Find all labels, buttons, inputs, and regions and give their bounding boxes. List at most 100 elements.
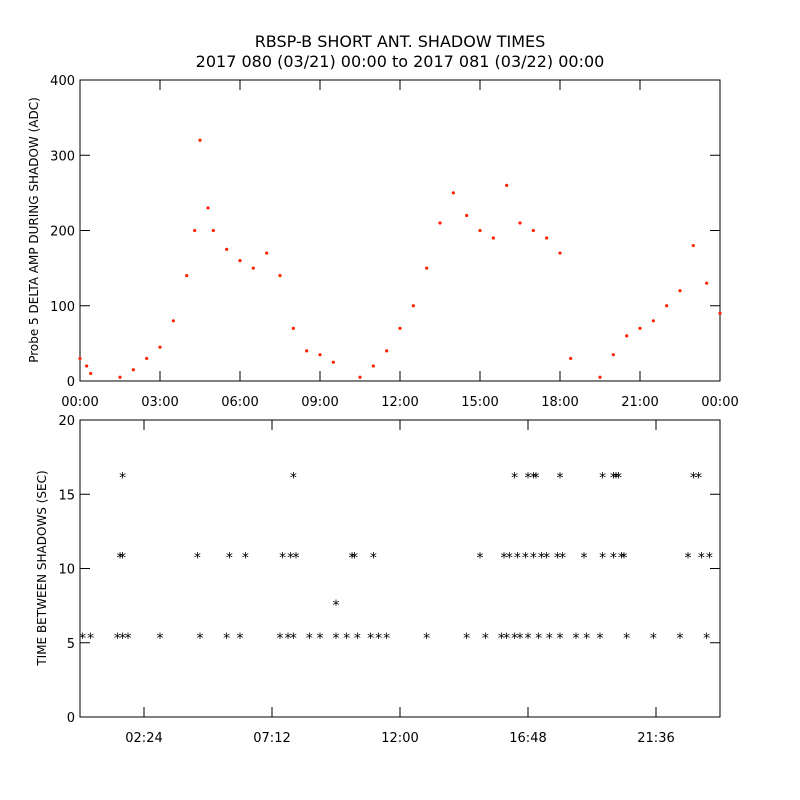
top-data-points	[78, 138, 722, 379]
bottom-data-point: *	[698, 551, 705, 567]
bottom-data-point: *	[554, 551, 561, 567]
bottom-data-point: *	[557, 470, 564, 486]
bottom-data-point: *	[370, 551, 377, 567]
top-data-point	[611, 353, 615, 357]
bottom-data-point: *	[119, 551, 126, 567]
bottom-data-point: *	[242, 551, 249, 567]
x-tick-label: 02:24	[125, 731, 162, 746]
x-tick-label: 03:00	[141, 395, 178, 410]
bottom-data-point: *	[538, 551, 545, 567]
top-data-point	[398, 326, 402, 330]
bottom-data-point: *	[375, 631, 382, 647]
top-data-point	[545, 236, 549, 240]
top-y-axis-label: Probe 5 DELTA AMP DURING SHADOW (ADC)	[27, 97, 41, 363]
top-data-point	[665, 304, 669, 308]
top-data-point	[478, 228, 482, 233]
bottom-data-point: *	[349, 551, 356, 567]
bottom-data-point: *	[119, 470, 126, 486]
top-panel: 00:00 03:00 06:00 09:00 12:00 15:00 18:00 21:00…	[27, 74, 739, 410]
bottom-data-point: *	[333, 631, 340, 647]
x-tick-label: 15:00	[461, 395, 498, 410]
y-tick-label: 300	[50, 149, 75, 164]
top-data-point	[85, 364, 89, 368]
top-data-point	[291, 326, 295, 330]
bottom-data-point: *	[517, 631, 524, 647]
bottom-data-point: *	[573, 631, 580, 647]
bottom-data-point: *	[610, 470, 617, 486]
chart-subtitle: 2017 080 (03/21) 00:00 to 2017 081 (03/2…	[196, 52, 605, 71]
bottom-data-point: *	[583, 631, 590, 647]
bottom-data-point: *	[423, 631, 430, 647]
bottom-data-point: *	[498, 631, 505, 647]
bottom-x-ticks: 02:24 07:12 12:00 16:48 21:36	[125, 420, 675, 746]
bottom-data-point: *	[223, 631, 230, 647]
bottom-data-point: *	[477, 551, 484, 567]
bottom-data-point: *	[677, 631, 684, 647]
bottom-data-point: *	[343, 631, 350, 647]
top-data-point	[185, 274, 189, 278]
bottom-data-point: *	[367, 631, 374, 647]
bottom-data-point: *	[157, 631, 164, 647]
top-y-ticks: 0 100 200 300 400	[50, 74, 720, 390]
x-tick-label: 16:48	[509, 731, 546, 746]
x-tick-label: 21:36	[637, 731, 674, 746]
bottom-data-point: *	[194, 551, 201, 567]
x-tick-label: 07:12	[253, 731, 290, 746]
bottom-data-point: *	[685, 551, 692, 567]
bottom-data-point: *	[79, 631, 86, 647]
bottom-data-point: *	[621, 551, 628, 567]
bottom-data-point: *	[615, 470, 622, 486]
chart-title: RBSP-B SHORT ANT. SHADOW TIMES	[255, 32, 546, 51]
top-data-point	[171, 319, 175, 323]
bottom-data-point: *	[279, 551, 286, 567]
top-data-point	[531, 228, 535, 233]
bottom-data-point: *	[530, 470, 537, 486]
bottom-data-point: *	[690, 470, 697, 486]
top-data-point	[625, 334, 629, 338]
top-data-point	[638, 326, 642, 330]
x-tick-label: 00:00	[701, 395, 738, 410]
y-tick-label: 400	[50, 74, 75, 89]
bottom-data-point: *	[501, 551, 508, 567]
bottom-data-point: *	[197, 631, 204, 647]
y-tick-label: 15	[58, 488, 75, 503]
bottom-data-point: *	[557, 631, 564, 647]
top-plot-frame	[79, 79, 721, 382]
bottom-data-point: *	[119, 631, 126, 647]
bottom-data-point: *	[597, 631, 604, 647]
top-data-point	[158, 345, 162, 349]
top-data-point	[193, 228, 197, 233]
bottom-data-point: *	[511, 470, 518, 486]
bottom-data-point: *	[706, 551, 713, 567]
y-tick-label: 10	[58, 563, 75, 578]
x-tick-label: 12:00	[381, 731, 418, 746]
x-tick-label: 00:00	[61, 395, 98, 410]
top-data-point	[211, 228, 215, 233]
bottom-data-point: *	[285, 631, 292, 647]
x-tick-label: 21:00	[621, 395, 658, 410]
bottom-data-point: *	[530, 551, 537, 567]
bottom-data-point: *	[306, 631, 313, 647]
bottom-data-point: *	[506, 551, 513, 567]
top-data-point	[305, 349, 309, 353]
bottom-data-point: *	[290, 470, 297, 486]
bottom-data-point: *	[703, 631, 710, 647]
bottom-data-point: *	[525, 631, 532, 647]
bottom-data-point: *	[277, 631, 284, 647]
top-data-point	[451, 191, 455, 195]
bottom-data-point: *	[581, 551, 588, 567]
top-data-point	[278, 274, 282, 278]
bottom-data-point: *	[333, 598, 340, 614]
bottom-data-point: *	[354, 631, 361, 647]
top-data-point	[678, 289, 682, 293]
bottom-data-point: *	[482, 631, 489, 647]
bottom-data-point: *	[559, 551, 566, 567]
top-data-point	[691, 243, 695, 248]
x-tick-label: 09:00	[301, 395, 338, 410]
bottom-data-point: *	[522, 551, 529, 567]
top-data-point	[265, 251, 269, 255]
bottom-data-point: *	[237, 631, 244, 647]
bottom-data-point: *	[287, 551, 294, 567]
